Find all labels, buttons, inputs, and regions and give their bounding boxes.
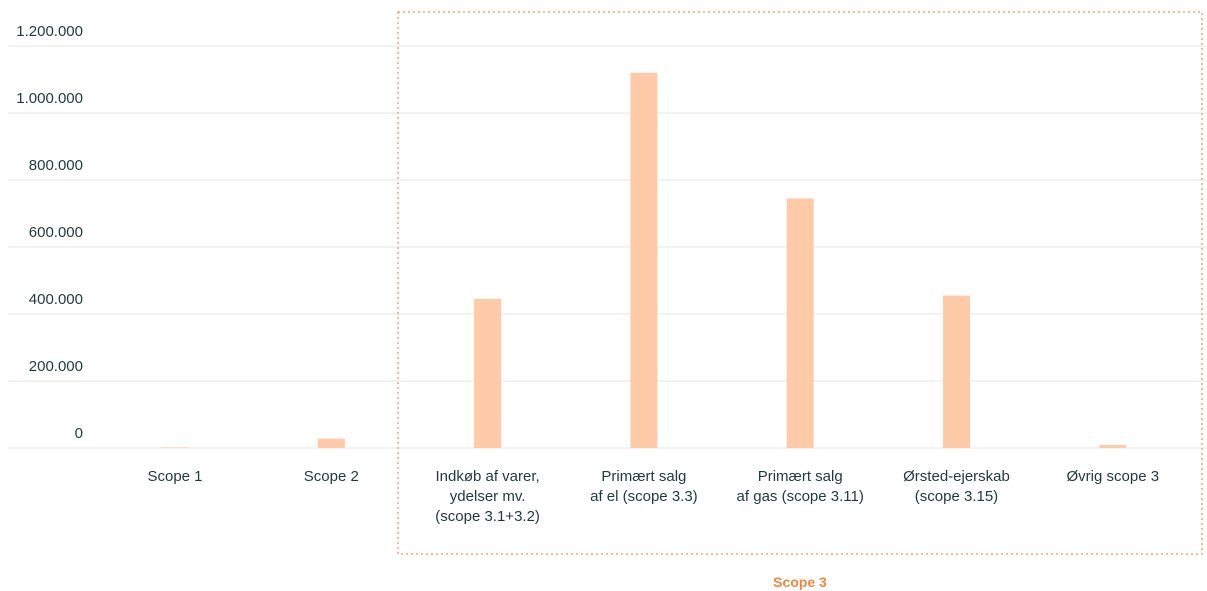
x-category-label-line: Øvrig scope 3 bbox=[1067, 468, 1160, 485]
gridlines bbox=[8, 45, 1207, 449]
x-category-label-line: Indkøb af varer, bbox=[435, 468, 539, 485]
x-category-label-line: (scope 3.1+3.2) bbox=[435, 508, 540, 525]
y-tick-label: 1.200.000 bbox=[16, 23, 83, 40]
x-category-label: Øvrig scope 3 bbox=[1067, 468, 1160, 485]
bar bbox=[786, 198, 814, 448]
x-category-label-line: af el (scope 3.3) bbox=[590, 488, 698, 505]
x-category-label: Primært salg af el (scope 3.3) bbox=[590, 468, 698, 505]
x-category-label-line: ydelser mv. bbox=[450, 488, 526, 505]
bar bbox=[317, 438, 345, 448]
y-tick-label: 200.000 bbox=[29, 358, 83, 375]
x-category-label: Scope 1 bbox=[147, 468, 202, 485]
y-tick-label: 1.000.000 bbox=[16, 90, 83, 107]
bar bbox=[161, 447, 189, 448]
x-category-label-line: Primært salg bbox=[758, 468, 843, 485]
x-category-label: Scope 2 bbox=[304, 468, 359, 485]
y-tick-label: 600.000 bbox=[29, 224, 83, 241]
x-category-label-line: Primært salg bbox=[601, 468, 686, 485]
x-category-label: Ørsted-ejerskab (scope 3.15) bbox=[903, 468, 1010, 505]
scope-3-group-label: Scope 3 bbox=[773, 574, 827, 590]
y-tick-label: 400.000 bbox=[29, 291, 83, 308]
bars bbox=[161, 72, 1127, 449]
y-tick-label: 0 bbox=[75, 425, 83, 442]
y-axis-tick-labels: 0 200.000 400.000 600.000 800.000 1.000.000 1.… bbox=[16, 23, 83, 442]
scope-3-group-box bbox=[397, 11, 1203, 555]
x-category-label-line: (scope 3.15) bbox=[915, 488, 998, 505]
x-category-label-line: Ørsted-ejerskab bbox=[903, 468, 1010, 485]
x-category-label: Indkøb af varer, ydelser mv. (scope 3.1+3.… bbox=[435, 468, 540, 525]
x-category-label-line: Scope 2 bbox=[304, 468, 359, 485]
y-tick-label: 800.000 bbox=[29, 157, 83, 174]
bar bbox=[630, 72, 658, 449]
bar bbox=[474, 298, 502, 448]
x-category-label-line: Scope 1 bbox=[147, 468, 202, 485]
bar bbox=[943, 295, 970, 448]
x-category-label: Primært salg af gas (scope 3.11) bbox=[737, 468, 864, 505]
x-axis-category-labels: Scope 1 Scope 2 Indkøb af varer, ydelser mv… bbox=[147, 468, 1159, 525]
x-category-label-line: af gas (scope 3.11) bbox=[737, 488, 864, 505]
bar bbox=[1099, 444, 1127, 448]
